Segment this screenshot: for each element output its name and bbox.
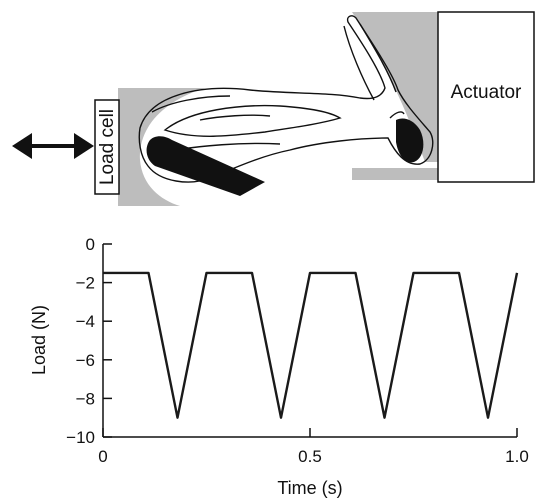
y-tick-label: −6 — [76, 351, 95, 370]
y-tick-group: 0 −2 −4 −6 −8 −10 — [66, 235, 112, 447]
x-tick-label: 1.0 — [505, 447, 529, 466]
load-series-line — [103, 271, 519, 419]
y-tick-label: 0 — [86, 235, 95, 254]
y-tick-label: −4 — [76, 312, 95, 331]
load-cell-fixture — [118, 88, 205, 206]
load-chart: 0 −2 −4 −6 −8 −10 0 0.5 1.0 Time (s) Load (N) — [29, 235, 529, 498]
x-tick-label: 0 — [98, 447, 107, 466]
x-axis-label: Time (s) — [277, 478, 342, 498]
actuator-box — [437, 11, 535, 183]
y-tick-label: −10 — [66, 428, 95, 447]
double-arrow-icon — [12, 133, 94, 159]
x-tick-label: 0.5 — [298, 447, 322, 466]
actuator-upper-fixture — [352, 12, 438, 162]
x-tick-group: 0 0.5 1.0 — [98, 428, 529, 466]
y-axis-label: Load (N) — [29, 305, 49, 375]
load-cell-box — [94, 99, 120, 195]
black-wedge — [146, 136, 265, 196]
load-cell-label: Load cell — [97, 109, 118, 185]
y-tick-label: −2 — [76, 274, 95, 293]
actuator-lower-fixture — [352, 168, 438, 180]
actuator-label: Actuator — [451, 82, 522, 103]
apparatus-diagram: Load cell Actuator — [12, 11, 535, 206]
black-condyle — [396, 118, 424, 163]
y-tick-label: −8 — [76, 389, 95, 408]
